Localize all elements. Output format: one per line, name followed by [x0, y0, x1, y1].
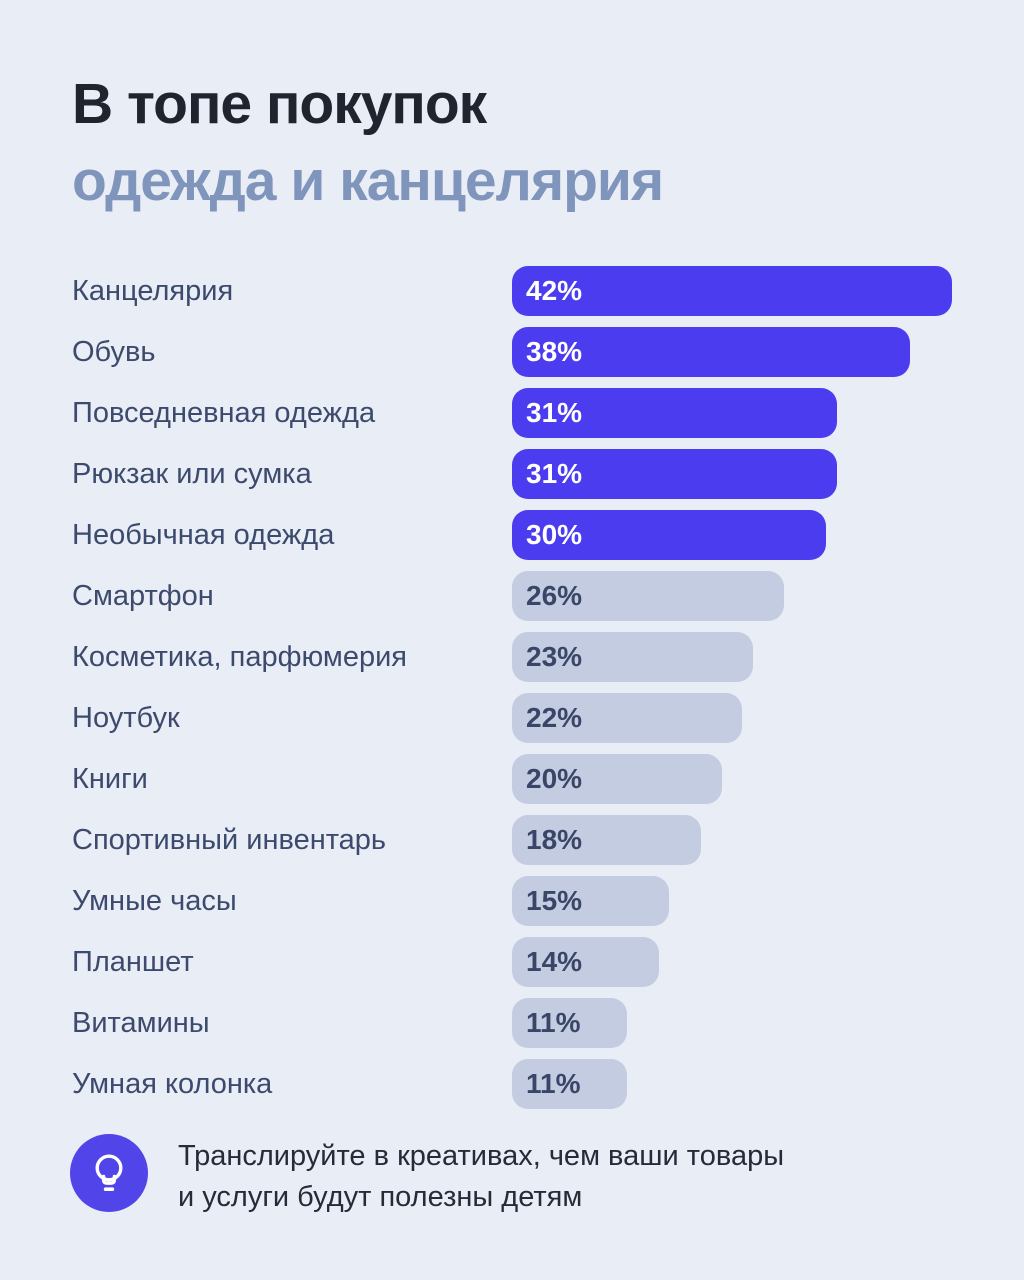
category-label: Ноутбук: [72, 701, 180, 734]
bar-track: 42%: [512, 266, 952, 316]
bar-value: 31%: [526, 397, 583, 428]
bar-value: 15%: [526, 885, 583, 916]
bar-chart: Канцелярия 42% Обувь 38% Повседневная одежда…: [72, 266, 952, 1109]
bar-value: 42%: [526, 275, 583, 306]
category-label: Витамины: [72, 1006, 210, 1039]
bar-track: 38%: [512, 327, 952, 377]
lightbulb-icon: [70, 1134, 148, 1212]
chart-row: Косметика, парфюмерия 23%: [72, 632, 952, 682]
chart-row: Планшет 14%: [72, 937, 952, 987]
footer-note-block: Транслируйте в креативах, чем ваши товар…: [70, 1134, 784, 1218]
bar-track: 23%: [512, 632, 952, 682]
chart-row: Обувь 38%: [72, 327, 952, 377]
bar-track: 18%: [512, 815, 952, 865]
category-label: Обувь: [72, 335, 156, 368]
bar-track: 30%: [512, 510, 952, 560]
chart-row: Спортивный инвентарь 18%: [72, 815, 952, 865]
bar-track: 22%: [512, 693, 952, 743]
category-label: Косметика, парфюмерия: [72, 640, 408, 673]
category-label: Рюкзак или сумка: [72, 457, 312, 490]
bar-value: 14%: [526, 946, 583, 977]
bar-value: 26%: [526, 580, 583, 611]
category-label: Умная колонка: [72, 1067, 273, 1100]
bar: 31%: [512, 388, 837, 438]
bar: 23%: [512, 632, 753, 682]
chart-row: Умная колонка 11%: [72, 1059, 952, 1109]
category-label: Повседневная одежда: [72, 396, 376, 429]
bar-value: 30%: [526, 519, 583, 550]
category-label: Книги: [72, 762, 148, 795]
bar-track: 31%: [512, 388, 952, 438]
bar-track: 15%: [512, 876, 952, 926]
chart-row: Повседневная одежда 31%: [72, 388, 952, 438]
category-label: Смартфон: [72, 579, 214, 612]
bar-track: 26%: [512, 571, 952, 621]
bar: 20%: [512, 754, 722, 804]
category-label: Спортивный инвентарь: [72, 823, 387, 856]
chart-row: Канцелярия 42%: [72, 266, 952, 316]
bar-track: 11%: [512, 1059, 952, 1109]
footer-note-line1: Транслируйте в креативах, чем ваши товар…: [178, 1140, 785, 1172]
bar-track: 20%: [512, 754, 952, 804]
bar-value: 31%: [526, 458, 583, 489]
bar-value: 20%: [526, 763, 583, 794]
bar-value: 22%: [526, 702, 583, 733]
chart-row: Смартфон 26%: [72, 571, 952, 621]
title-main: В топе покупок: [72, 72, 487, 136]
bar-value: 38%: [526, 336, 583, 367]
bar: 15%: [512, 876, 670, 926]
category-label: Умные часы: [72, 884, 237, 917]
bar: 26%: [512, 571, 785, 621]
bar: 38%: [512, 327, 911, 377]
chart-row: Витамины 11%: [72, 998, 952, 1048]
bar-value: 18%: [526, 824, 583, 855]
title-accent: одежда и канцелярия: [72, 149, 664, 213]
bar: 14%: [512, 937, 659, 987]
bar-value: 11%: [526, 1068, 581, 1099]
chart-row: Книги 20%: [72, 754, 952, 804]
bar: 30%: [512, 510, 827, 560]
chart-row: Рюкзак или сумка 31%: [72, 449, 952, 499]
chart-row: Необычная одежда 30%: [72, 510, 952, 560]
bar: 11%: [512, 998, 628, 1048]
bar-track: 11%: [512, 998, 952, 1048]
bar-value: 11%: [526, 1007, 581, 1038]
bar: 22%: [512, 693, 743, 743]
chart-row: Ноутбук 22%: [72, 693, 952, 743]
bar-value: 23%: [526, 641, 583, 672]
bar-track: 31%: [512, 449, 952, 499]
category-label: Необычная одежда: [72, 518, 335, 551]
footer-note-line2: и услуги будут полезны детям: [178, 1181, 583, 1213]
bar: 18%: [512, 815, 701, 865]
page-title: В топе покупок одежда и канцелярия: [72, 66, 952, 220]
bar: 11%: [512, 1059, 628, 1109]
bar-track: 14%: [512, 937, 952, 987]
footer-note-text: Транслируйте в креативах, чем ваши товар…: [178, 1134, 784, 1218]
category-label: Планшет: [72, 945, 194, 978]
category-label: Канцелярия: [72, 274, 234, 307]
bar: 31%: [512, 449, 837, 499]
bar: 42%: [512, 266, 952, 316]
chart-row: Умные часы 15%: [72, 876, 952, 926]
